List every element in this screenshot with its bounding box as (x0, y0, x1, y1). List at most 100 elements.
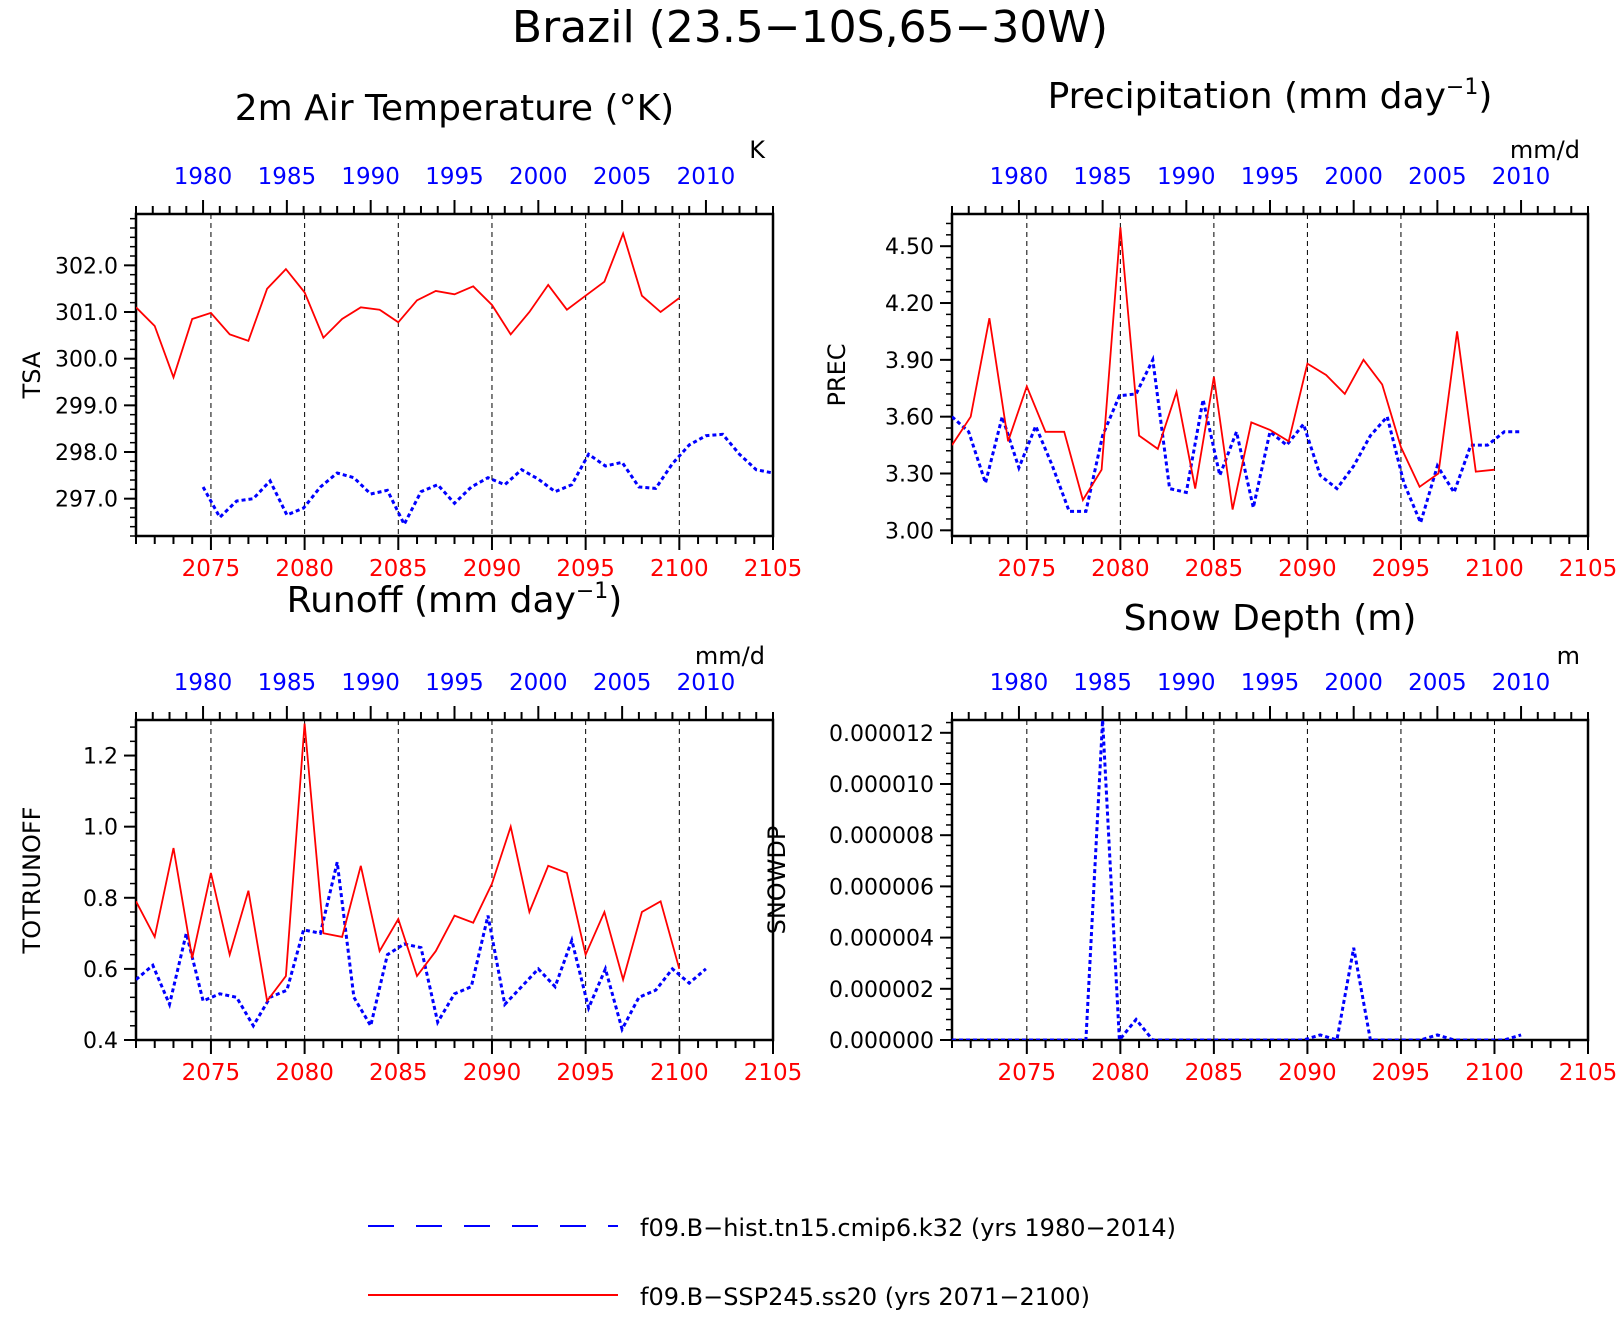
legend: f09.B−hist.tn15.cmip6.k32 (yrs 1980−2014… (368, 1214, 1176, 1311)
y-tick-label: 300.0 (55, 348, 118, 373)
x-tick-label-bottom: 2085 (369, 1060, 428, 1086)
y-tick-label: 0.000012 (829, 722, 934, 747)
x-tick-label-bottom: 2100 (1465, 556, 1524, 582)
y-tick-label: 0.000006 (829, 875, 934, 900)
y-tick-label: 0.000000 (829, 1029, 934, 1054)
x-tick-label-top: 1995 (1241, 670, 1300, 696)
y-tick-label: 0.000004 (829, 927, 934, 952)
x-tick-label-bottom: 2095 (1372, 1060, 1431, 1086)
x-tick-label-top: 2005 (593, 670, 652, 696)
plot-frame (134, 212, 775, 538)
x-tick-label-bottom: 2100 (650, 1060, 709, 1086)
panel-prec: Precipitation (mm day−1) mm/d 2075 2080 2085… (823, 75, 1617, 582)
y-tick-label: 0.000002 (829, 978, 934, 1003)
x-tick-label-top: 1990 (341, 670, 400, 696)
x-tick-label-top: 1985 (258, 670, 317, 696)
x-tick-label-bottom: 2080 (1091, 1060, 1150, 1086)
x-tick-label-top: 2000 (1324, 164, 1383, 190)
y-tick-label: 3.90 (885, 349, 934, 374)
units-label: m (1557, 642, 1580, 670)
legend-label: f09.B−hist.tn15.cmip6.k32 (yrs 1980−2014… (640, 1214, 1176, 1242)
x-tick-label-bottom: 2075 (998, 1060, 1057, 1086)
x-tick-label-bottom: 2075 (998, 556, 1057, 582)
x-tick-label-bottom: 2085 (1185, 1060, 1244, 1086)
panel-tsa: 2m Air Temperature (°K) K 2075 2080 2085 2090… (18, 88, 802, 582)
panel-title: 2m Air Temperature (°K) (235, 88, 674, 129)
series-line-future (952, 227, 1495, 510)
series-line-hist (201, 432, 773, 528)
x-tick-label-bottom: 2105 (744, 1060, 803, 1086)
plot-frame (950, 718, 1590, 1042)
x-tick-label-bottom: 2095 (556, 556, 615, 582)
y-tick-label: 301.0 (55, 301, 118, 326)
y-tick-label: 3.60 (885, 406, 934, 431)
y-tick-label: 3.30 (885, 462, 934, 487)
units-label: K (749, 136, 766, 164)
main-title: Brazil (23.5−10S,65−30W) (512, 2, 1108, 53)
x-tick-label-bottom: 2095 (556, 1060, 615, 1086)
series-line-hist (136, 861, 707, 1034)
x-tick-label-top: 2005 (1408, 164, 1467, 190)
x-tick-label-top: 1990 (1157, 164, 1216, 190)
x-tick-label-bottom: 2075 (182, 556, 241, 582)
y-tick-label: 1.0 (83, 816, 118, 841)
x-tick-label-bottom: 2080 (1091, 556, 1150, 582)
x-tick-label-top: 2010 (677, 164, 736, 190)
x-tick-label-top: 1995 (425, 164, 484, 190)
panel-title: Runoff (mm day−1) (287, 579, 623, 621)
x-tick-label-bottom: 2090 (1278, 556, 1337, 582)
panel-title: Snow Depth (m) (1124, 598, 1417, 639)
x-tick-label-bottom: 2085 (1185, 556, 1244, 582)
x-tick-label-bottom: 2100 (650, 556, 709, 582)
x-tick-label-top: 2010 (1492, 164, 1551, 190)
x-tick-label-top: 2005 (593, 164, 652, 190)
x-tick-label-top: 2010 (677, 670, 736, 696)
series-line-future (136, 230, 680, 381)
x-tick-label-bottom: 2100 (1465, 1060, 1524, 1086)
x-tick-label-bottom: 2090 (463, 556, 522, 582)
x-tick-label-top: 2010 (1492, 670, 1551, 696)
x-tick-label-top: 1980 (174, 164, 233, 190)
x-tick-label-bottom: 2080 (275, 1060, 334, 1086)
x-tick-label-top: 2000 (509, 164, 568, 190)
panels: 2m Air Temperature (°K) K 2075 2080 2085 2090… (18, 75, 1617, 1086)
y-tick-label: 0.6 (83, 958, 118, 983)
y-tick-label: 302.0 (55, 254, 118, 279)
y-tick-label: 3.00 (885, 519, 934, 544)
y-tick-label: 4.50 (885, 235, 934, 260)
x-tick-label-top: 1990 (1157, 670, 1216, 696)
x-tick-label-top: 1995 (425, 670, 484, 696)
x-tick-label-top: 1980 (990, 670, 1049, 696)
x-tick-label-bottom: 2105 (1559, 1060, 1618, 1086)
y-tick-label: 298.0 (55, 441, 118, 466)
units-label: mm/d (1510, 136, 1580, 164)
plot-frame (950, 212, 1590, 538)
series-line-future (136, 723, 681, 1004)
panel-snowdp: Snow Depth (m) m 2075 2080 2085 2090 2095 2100 2… (763, 598, 1617, 1086)
units-label: mm/d (695, 642, 765, 670)
x-tick-label-top: 2005 (1408, 670, 1467, 696)
x-tick-label-top: 2000 (509, 670, 568, 696)
y-tick-label: 0.000010 (829, 773, 934, 798)
y-axis-label: TOTRUNOFF (18, 807, 46, 955)
x-tick-label-bottom: 2085 (369, 556, 428, 582)
x-tick-label-bottom: 2090 (1278, 1060, 1337, 1086)
x-tick-label-top: 1985 (1073, 164, 1132, 190)
x-tick-label-bottom: 2090 (463, 1060, 522, 1086)
y-tick-label: 0.000008 (829, 824, 934, 849)
y-axis-label: PREC (823, 343, 851, 406)
x-tick-label-top: 1980 (990, 164, 1049, 190)
x-tick-label-top: 1985 (258, 164, 317, 190)
x-tick-label-top: 2000 (1324, 670, 1383, 696)
panel-totrunoff: Runoff (mm day−1) mm/d 2075 2080 2085 2090 209… (18, 579, 802, 1086)
x-tick-label-bottom: 2105 (1559, 556, 1618, 582)
series-line-hist (952, 720, 1522, 1040)
legend-label: f09.B−SSP245.ss20 (yrs 2071−2100) (640, 1283, 1090, 1311)
plot-frame (134, 718, 775, 1042)
y-tick-label: 299.0 (55, 394, 118, 419)
x-tick-label-bottom: 2075 (182, 1060, 241, 1086)
x-tick-label-top: 1985 (1073, 670, 1132, 696)
y-tick-label: 4.20 (885, 292, 934, 317)
y-tick-label: 297.0 (55, 488, 118, 513)
